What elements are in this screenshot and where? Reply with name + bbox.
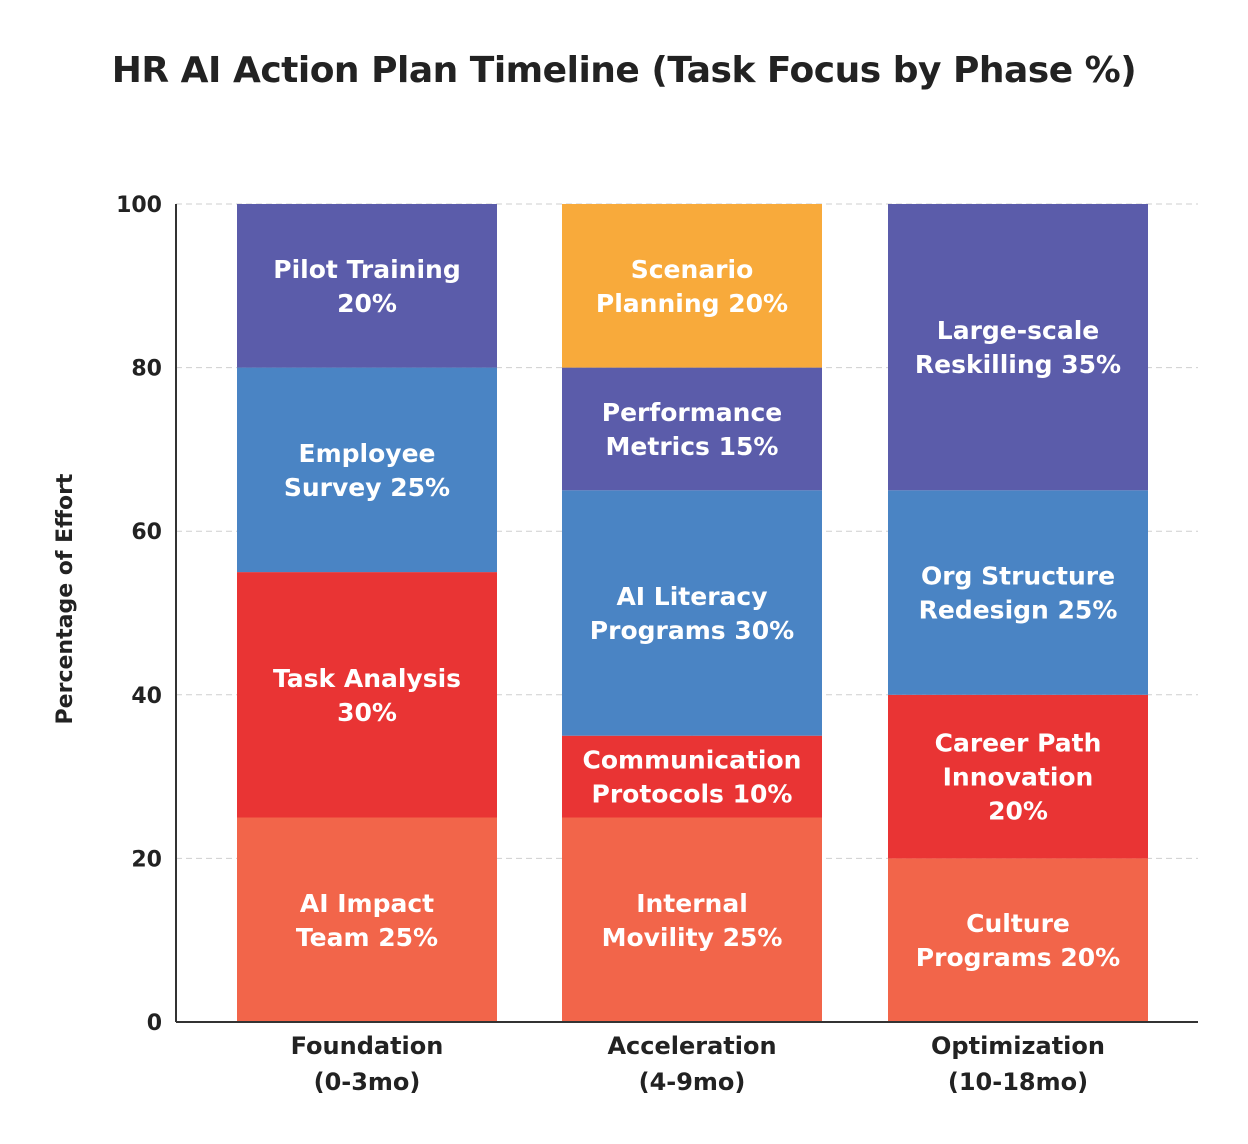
segment-label: Pilot Training 20% bbox=[273, 255, 460, 318]
segment-label: Org Structure Redesign 25% bbox=[919, 562, 1118, 625]
bar-segment bbox=[888, 858, 1148, 1022]
chart-title: HR AI Action Plan Timeline (Task Focus b… bbox=[111, 50, 1137, 91]
bar-segment bbox=[888, 204, 1148, 491]
bar-segment bbox=[562, 490, 822, 736]
segment-label: AI Literacy Programs 30% bbox=[590, 582, 794, 645]
bar-segment bbox=[237, 817, 497, 1022]
y-axis-title: Percentage of Effort bbox=[53, 473, 78, 724]
y-tick-label: 100 bbox=[116, 193, 162, 218]
y-tick-label: 40 bbox=[131, 684, 162, 709]
bar-segment bbox=[562, 367, 822, 491]
label-layer: AI Impact Team 25% Task Analysis 30% Employe… bbox=[273, 255, 1121, 972]
bar-segment bbox=[888, 694, 1148, 859]
bar-segment bbox=[888, 490, 1148, 695]
segment-label: Performance Metrics 15% bbox=[602, 398, 782, 461]
bar-segment bbox=[237, 204, 497, 368]
x-category-label: Acceleration (4-9mo) bbox=[607, 1032, 776, 1096]
bar-segment bbox=[237, 367, 497, 573]
bar-segment bbox=[237, 572, 497, 818]
segment-label: Employee Survey 25% bbox=[284, 439, 450, 502]
segment-label: AI Impact Team 25% bbox=[296, 889, 438, 952]
bar-layer bbox=[237, 204, 1148, 1022]
bar-segment bbox=[562, 204, 822, 368]
y-tick-label: 80 bbox=[131, 357, 162, 382]
bar-segment bbox=[562, 817, 822, 1022]
y-tick-label: 60 bbox=[131, 520, 162, 545]
segment-label: Communication Protocols 10% bbox=[583, 746, 802, 809]
segment-label: Career Path Innovation 20% bbox=[935, 729, 1102, 826]
bar-segment bbox=[562, 735, 822, 818]
segment-label: Large-scale Reskilling 35% bbox=[915, 316, 1121, 379]
axis-layer: 0 20 40 60 80 100 Foundation (0-3mo) Acceleratio… bbox=[53, 193, 1198, 1096]
y-tick-label: 20 bbox=[131, 847, 162, 872]
x-category-label: Foundation (0-3mo) bbox=[291, 1032, 444, 1096]
segment-label: Scenario Planning 20% bbox=[596, 255, 788, 318]
segment-label: Internal Movility 25% bbox=[602, 889, 783, 952]
segment-label: Culture Programs 20% bbox=[916, 909, 1120, 972]
x-category-label: Optimization (10-18mo) bbox=[931, 1032, 1105, 1096]
y-tick-label: 0 bbox=[147, 1011, 162, 1036]
segment-label: Task Analysis 30% bbox=[273, 664, 461, 727]
